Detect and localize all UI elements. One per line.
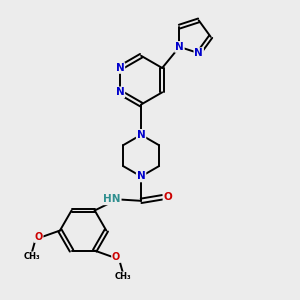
Text: N: N — [116, 63, 124, 73]
Text: CH₃: CH₃ — [114, 272, 131, 281]
Text: CH₃: CH₃ — [24, 252, 40, 261]
Text: HN: HN — [103, 194, 121, 204]
Text: N: N — [175, 42, 184, 52]
Text: O: O — [164, 192, 172, 202]
Text: O: O — [112, 252, 120, 262]
Text: O: O — [34, 232, 43, 242]
Text: N: N — [137, 172, 146, 182]
Text: N: N — [137, 130, 146, 140]
Text: N: N — [116, 87, 124, 97]
Text: N: N — [194, 48, 203, 58]
